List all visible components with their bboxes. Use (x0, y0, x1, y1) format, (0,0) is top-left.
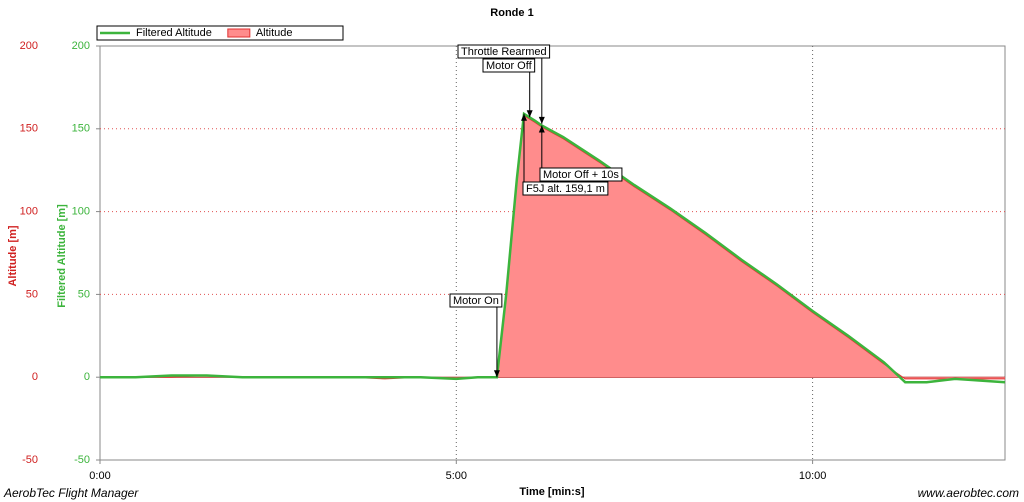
annotation-label: Throttle Rearmed (461, 46, 547, 58)
x-tick-label: 5:00 (446, 470, 467, 482)
y2-tick-label: 100 (72, 206, 90, 218)
x-axis-title: Time [min:s] (519, 486, 585, 498)
annotation: Motor Off (482, 58, 536, 118)
y-axis-title: Altitude [m] (7, 225, 19, 286)
annotation-label: Motor Off + 10s (543, 169, 619, 181)
arrow-head (520, 113, 527, 121)
annotation: F5J alt. 159,1 m (520, 113, 609, 196)
y-tick-label: 150 (20, 123, 38, 135)
annotation-box (449, 293, 503, 308)
footer-right: www.aerobtec.com (918, 486, 1019, 500)
annotation: Motor On (449, 293, 503, 378)
annotation-box (482, 58, 536, 73)
legend-box (96, 25, 344, 41)
y2-tick-label: -50 (74, 454, 90, 466)
y-tick-label: 200 (20, 40, 38, 52)
annotation-box (522, 181, 609, 196)
x-tick-label: 10:00 (799, 470, 827, 482)
annotation-label: Motor On (453, 295, 499, 307)
chart-title: Ronde 1 (490, 7, 533, 19)
annotation-box (457, 44, 551, 59)
annotation-label: Motor Off (486, 60, 533, 72)
y-tick-label: 0 (32, 371, 38, 383)
y-tick-label: 100 (20, 206, 38, 218)
legend-label: Filtered Altitude (136, 27, 212, 39)
footer-left: AerobTec Flight Manager (3, 486, 139, 500)
y2-tick-label: 150 (72, 123, 90, 135)
y2-axis-title: Filtered Altitude [m] (56, 204, 68, 308)
arrow-head (538, 116, 545, 124)
annotation: Throttle Rearmed (457, 44, 551, 124)
y2-tick-label: 0 (84, 371, 90, 383)
legend-swatch (227, 28, 251, 38)
annotation-label: F5J alt. 159,1 m (526, 183, 605, 195)
arrow-head (526, 110, 533, 118)
annotation-box (539, 167, 623, 182)
annotation: Motor Off + 10s (538, 125, 623, 182)
y2-tick-label: 200 (72, 40, 90, 52)
area-fill (100, 115, 1005, 379)
y2-tick-label: 50 (78, 288, 90, 300)
legend-label: Altitude (256, 27, 293, 39)
y-tick-label: 50 (26, 288, 38, 300)
arrow-head (538, 125, 545, 133)
legend: Filtered Altitude Altitude (96, 25, 344, 41)
y-tick-label: -50 (22, 454, 38, 466)
x-tick-label: 0:00 (89, 470, 110, 482)
arrow-head (493, 370, 500, 378)
